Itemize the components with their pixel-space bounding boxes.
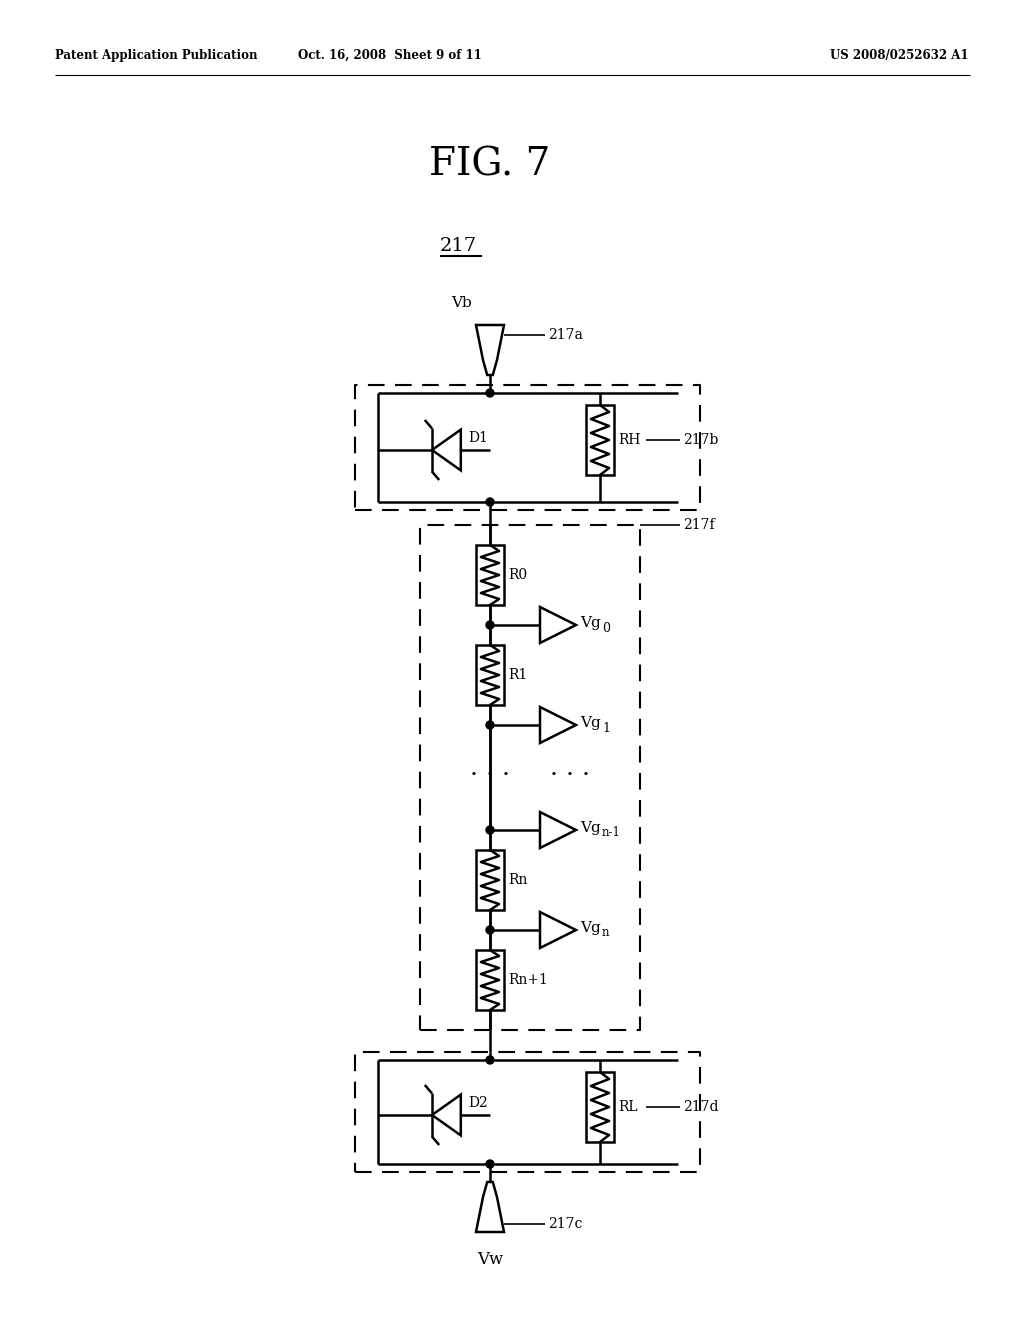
Text: D1: D1 — [468, 432, 487, 445]
Text: 217d: 217d — [683, 1100, 719, 1114]
Circle shape — [486, 389, 494, 397]
Bar — [476, 545, 504, 605]
Text: Vg: Vg — [580, 921, 601, 935]
Text: 0: 0 — [602, 622, 610, 635]
Polygon shape — [540, 607, 575, 643]
Text: 217b: 217b — [683, 433, 719, 447]
Text: n: n — [602, 927, 609, 940]
Polygon shape — [476, 1181, 504, 1232]
Polygon shape — [540, 708, 575, 743]
Circle shape — [486, 498, 494, 506]
Circle shape — [486, 927, 494, 935]
Text: RH: RH — [618, 433, 640, 447]
Circle shape — [486, 721, 494, 729]
Circle shape — [486, 1056, 494, 1064]
Text: Vg: Vg — [580, 821, 601, 836]
Text: US 2008/0252632 A1: US 2008/0252632 A1 — [830, 49, 969, 62]
Text: Rn: Rn — [508, 873, 527, 887]
Circle shape — [486, 620, 494, 630]
Bar — [476, 850, 504, 909]
Text: 1: 1 — [602, 722, 610, 734]
Polygon shape — [476, 325, 504, 375]
Text: Vg: Vg — [580, 616, 601, 630]
Text: Vw: Vw — [477, 1251, 503, 1269]
Polygon shape — [540, 812, 575, 847]
Text: Vg: Vg — [580, 715, 601, 730]
Text: D2: D2 — [468, 1096, 487, 1110]
Bar — [476, 645, 504, 705]
Bar — [476, 950, 504, 1010]
Text: Vb: Vb — [452, 296, 472, 310]
Text: · · ·: · · · — [550, 763, 590, 787]
Text: 217a: 217a — [548, 327, 583, 342]
Text: Rn+1: Rn+1 — [508, 973, 548, 987]
Text: R1: R1 — [508, 668, 527, 682]
Polygon shape — [432, 1094, 461, 1135]
Text: 217c: 217c — [548, 1217, 583, 1232]
Text: 217: 217 — [440, 238, 477, 255]
Bar — [586, 1072, 614, 1142]
Circle shape — [486, 1160, 494, 1168]
Polygon shape — [432, 429, 461, 470]
Text: n-1: n-1 — [602, 826, 621, 840]
Circle shape — [486, 826, 494, 834]
Text: FIG. 7: FIG. 7 — [429, 147, 551, 183]
Text: Patent Application Publication: Patent Application Publication — [55, 49, 257, 62]
Text: Oct. 16, 2008  Sheet 9 of 11: Oct. 16, 2008 Sheet 9 of 11 — [298, 49, 482, 62]
Polygon shape — [540, 912, 575, 948]
Bar — [586, 405, 614, 475]
Text: RL: RL — [618, 1100, 638, 1114]
Text: 217f: 217f — [683, 517, 715, 532]
Text: R0: R0 — [508, 568, 527, 582]
Text: · · ·: · · · — [470, 763, 510, 787]
